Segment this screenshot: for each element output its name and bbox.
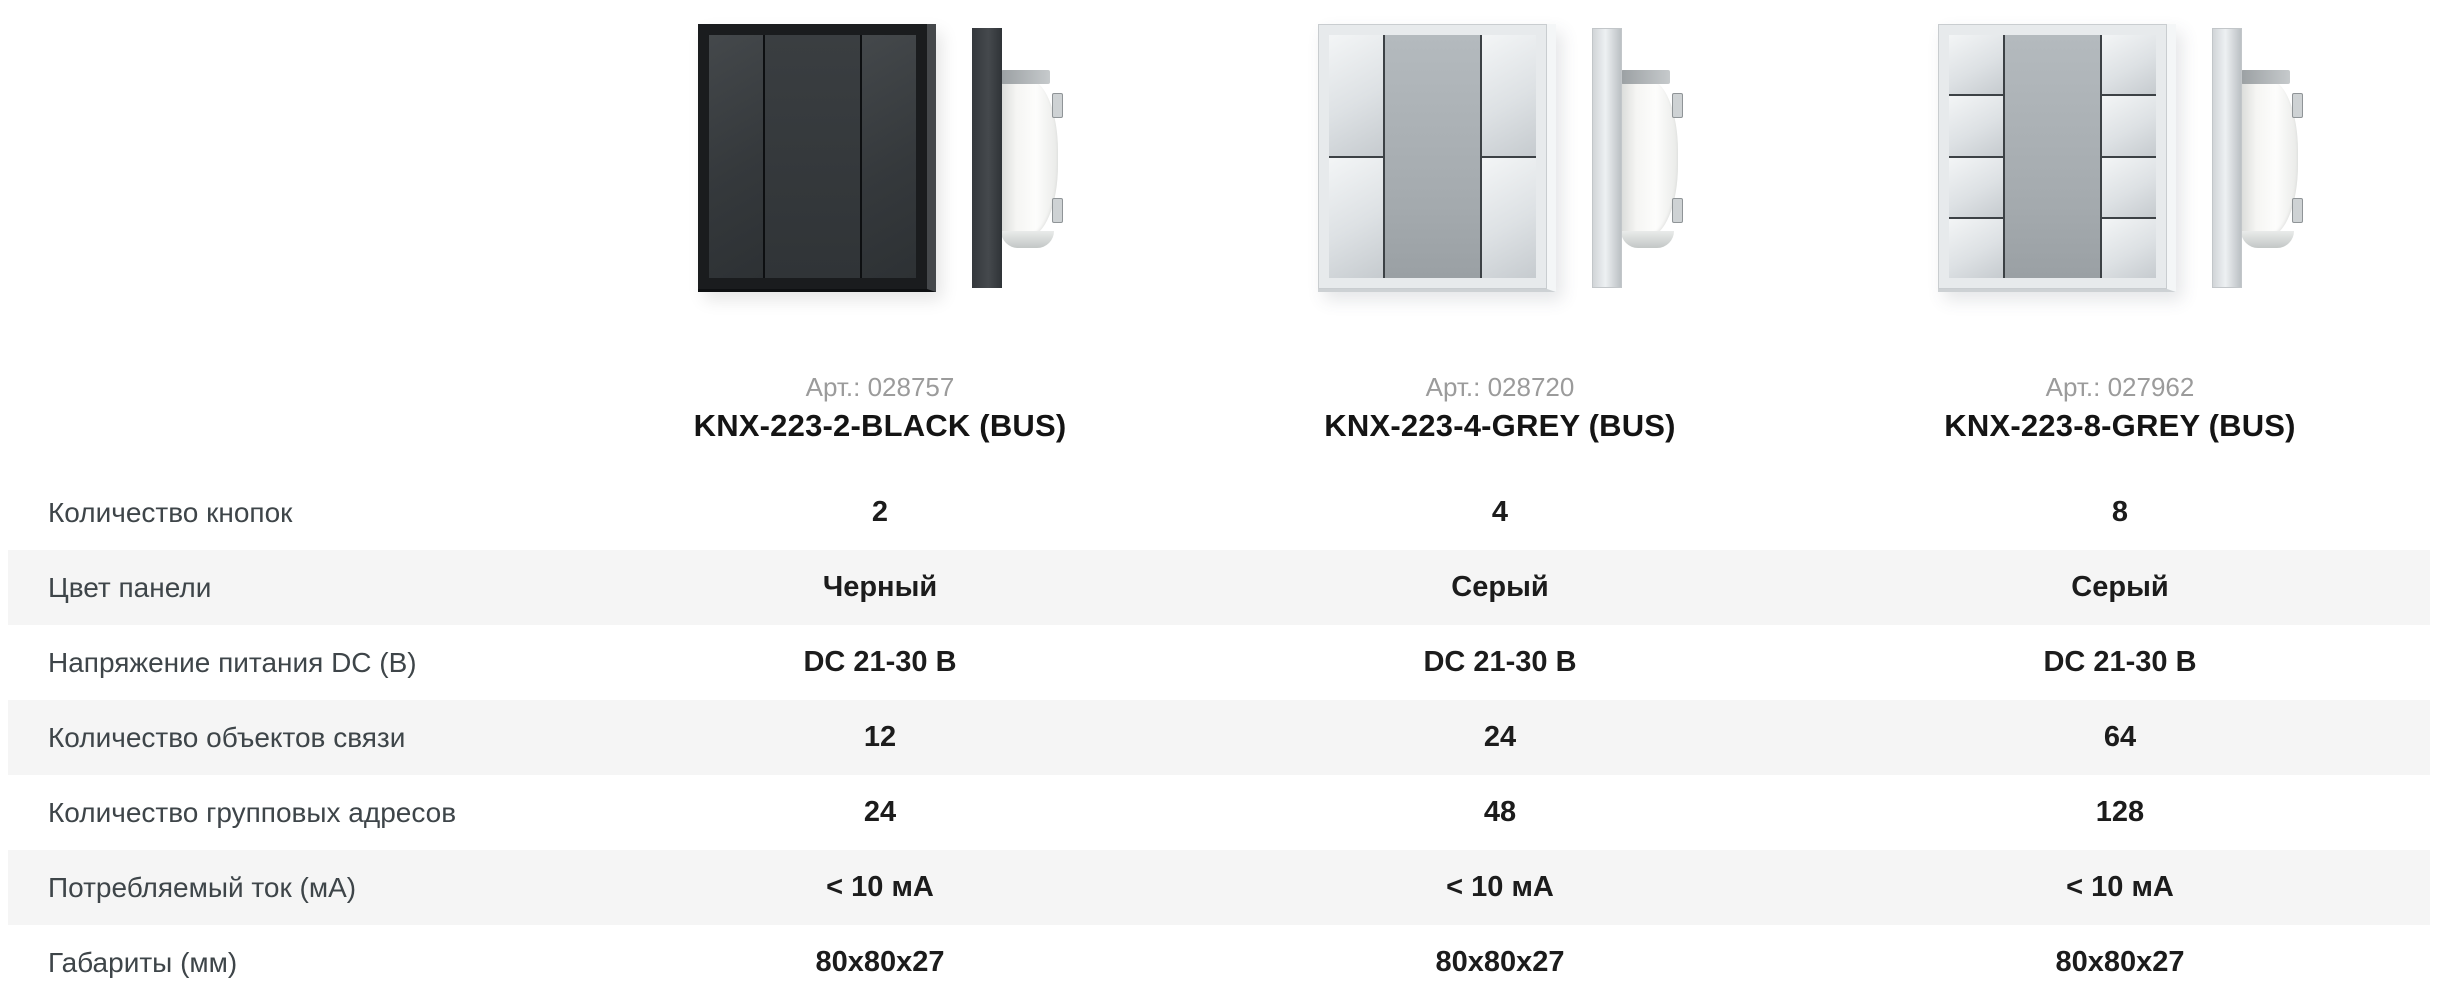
cell-value: 4: [1491, 496, 1509, 528]
keypad-button: [1329, 35, 1383, 156]
product-front-panel-black-2btn: [698, 24, 936, 292]
cell-value: 12: [863, 721, 897, 753]
row-label: Количество групповых адресов: [48, 796, 457, 828]
table-row-buttons-count: Количество кнопок 2 4 8: [8, 475, 2430, 550]
mount-clip: [1052, 93, 1063, 118]
cell-value: 2: [871, 496, 889, 528]
mount-clip: [1672, 93, 1683, 118]
products-header: Арт.: 028757 KNX-223-2-BLACK (BUS): [8, 0, 2460, 475]
table-row-panel-color: Цвет панели Черный Серый Серый: [8, 550, 2430, 625]
keypad-button: [862, 35, 916, 278]
product-image-1[interactable]: [698, 22, 1063, 294]
product-name-link[interactable]: KNX-223-8-GREY (BUS): [1944, 408, 2296, 443]
cell-value: 80x80x27: [815, 946, 945, 978]
cell-value: < 10 мА: [2066, 871, 2174, 903]
row-label: Количество кнопок: [48, 496, 293, 528]
product-front-panel-grey-8btn: [1938, 24, 2176, 292]
keypad-button: [2102, 35, 2156, 95]
mount-clip: [1052, 198, 1063, 223]
keypad-button: [1482, 35, 1536, 156]
keypad-button: [709, 35, 763, 278]
flush-mount-mechanism: [1000, 70, 1063, 248]
product-side-view: [2212, 28, 2303, 288]
keypad-button: [2102, 218, 2156, 278]
table-row-comm-objects: Количество объектов связи 12 24 64: [8, 700, 2430, 775]
cell-value: 128: [2095, 796, 2145, 828]
cell-value: 24: [1483, 721, 1517, 753]
product-side-view: [972, 28, 1063, 288]
table-row-supply-voltage: Напряжение питания DC (В) DC 21-30 В DC …: [8, 625, 2430, 700]
product-image-2[interactable]: [1318, 22, 1683, 294]
cell-value: 48: [1483, 796, 1517, 828]
table-row-group-addresses: Количество групповых адресов 24 48 128: [8, 775, 2430, 850]
cell-value: DC 21-30 В: [2043, 646, 2197, 678]
keypad-button: [1949, 157, 2003, 217]
keypad-button: [1949, 218, 2003, 278]
cell-value: 24: [863, 796, 897, 828]
cell-value: < 10 мА: [1446, 871, 1554, 903]
panel-side-slab: [2212, 28, 2242, 288]
product-side-view: [1592, 28, 1683, 288]
spec-comparison-table: Количество кнопок 2 4 8 Цвет панели Черн…: [8, 475, 2430, 1000]
keypad-center-plate: [764, 35, 861, 278]
row-label: Напряжение питания DC (В): [48, 646, 417, 678]
cell-value: Черный: [822, 571, 938, 603]
article-number: Арт.: 027962: [2045, 372, 2195, 402]
mount-clip: [2292, 93, 2303, 118]
mount-clip: [1672, 198, 1683, 223]
product-front-panel-grey-4btn: [1318, 24, 1556, 292]
panel-side-slab: [1592, 28, 1622, 288]
article-number: Арт.: 028757: [805, 372, 955, 402]
keypad-button: [1949, 35, 2003, 95]
product-name-link[interactable]: KNX-223-4-GREY (BUS): [1324, 408, 1676, 443]
panel-side-slab: [972, 28, 1002, 288]
row-label: Габариты (мм): [48, 946, 238, 978]
keypad-center-plate: [2004, 35, 2101, 278]
cell-value: 80x80x27: [1435, 946, 1565, 978]
flush-mount-mechanism: [2240, 70, 2303, 248]
article-number: Арт.: 028720: [1425, 372, 1575, 402]
cell-value: 64: [2103, 721, 2137, 753]
product-card-3: Арт.: 027962 KNX-223-8-GREY (BUS): [1810, 0, 2430, 475]
product-card-2: Арт.: 028720 KNX-223-4-GREY (BUS): [1190, 0, 1810, 475]
product-image-3[interactable]: [1938, 22, 2303, 294]
cell-value: Серый: [1451, 571, 1549, 603]
table-row-dimensions: Габариты (мм) 80x80x27 80x80x27 80x80x27: [8, 925, 2430, 1000]
row-label: Потребляемый ток (мА): [48, 871, 357, 903]
table-row-current-draw: Потребляемый ток (мА) < 10 мА < 10 мА < …: [8, 850, 2430, 925]
cell-value: < 10 мА: [826, 871, 934, 903]
row-label: Количество объектов связи: [48, 721, 406, 753]
flush-mount-mechanism: [1620, 70, 1683, 248]
keypad-button: [1482, 157, 1536, 278]
row-label: Цвет панели: [48, 571, 212, 603]
cell-value: 80x80x27: [2055, 946, 2185, 978]
cell-value: 8: [2111, 496, 2129, 528]
keypad-button: [1949, 96, 2003, 156]
cell-value: DC 21-30 В: [1423, 646, 1577, 678]
keypad-button: [2102, 96, 2156, 156]
cell-value: DC 21-30 В: [803, 646, 957, 678]
keypad-center-plate: [1384, 35, 1481, 278]
keypad-button: [2102, 157, 2156, 217]
header-spacer: [8, 0, 570, 475]
product-name-link[interactable]: KNX-223-2-BLACK (BUS): [693, 408, 1067, 443]
product-card-1: Арт.: 028757 KNX-223-2-BLACK (BUS): [570, 0, 1190, 475]
cell-value: Серый: [2071, 571, 2169, 603]
mount-clip: [2292, 198, 2303, 223]
keypad-button: [1329, 157, 1383, 278]
